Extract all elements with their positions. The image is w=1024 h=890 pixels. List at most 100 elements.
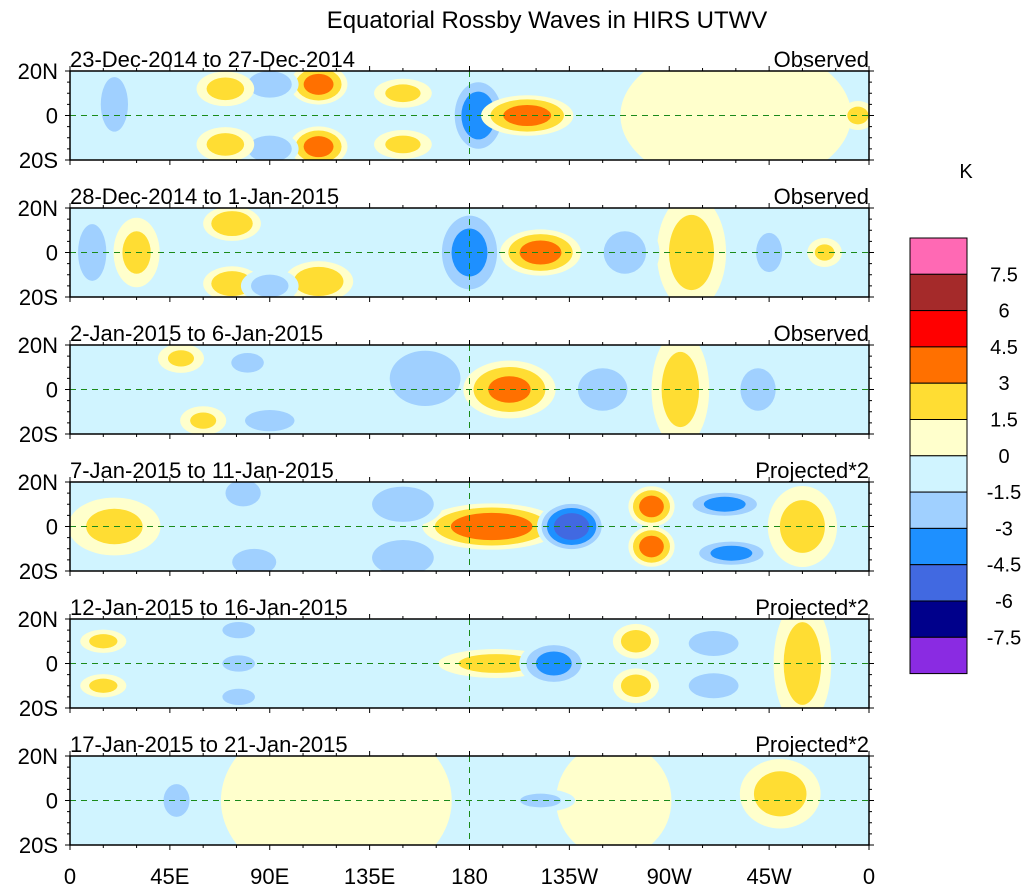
contour-region [222, 621, 255, 639]
colorbar-label: 1.5 [990, 410, 1018, 432]
colorbar-unit: K [959, 161, 973, 183]
colorbar-swatch [909, 564, 968, 602]
contour-region [222, 688, 255, 706]
panel-date-range: 17-Jan-2015 to 21-Jan-2015 [70, 732, 348, 757]
colorbar-swatch [909, 636, 968, 675]
y-tick-label: 0 [46, 652, 58, 677]
y-tick-label: 20N [18, 744, 58, 769]
panel: 20N 0 20S 12-Jan-2015 to 16-Jan-2015 Project… [18, 595, 874, 721]
contour-region [206, 133, 245, 156]
contour-region [553, 513, 590, 540]
contour-region [703, 496, 746, 512]
panel-type-label: Projected*2 [755, 732, 869, 757]
y-tick-label: 20N [18, 470, 58, 495]
contour-region [247, 135, 292, 160]
y-tick-label: 0 [46, 378, 58, 403]
colorbar-swatch [909, 273, 968, 312]
colorbar: K 7.5 6 4.5 3 1.5 0 -1.5 -3 -4.5 -6 -7.5 [909, 161, 1021, 675]
contour-region [231, 353, 264, 373]
contour-region [753, 771, 807, 817]
y-tick-label: 20N [18, 607, 58, 632]
colorbar-swatch [909, 419, 968, 457]
contour-region [385, 84, 421, 103]
contour-region [814, 244, 835, 261]
contour-region [519, 240, 562, 265]
colorbar-label: -6 [995, 591, 1013, 613]
panel: 20N 0 20S 23-Dec-2014 to 27-Dec-2014 Observe… [18, 47, 874, 173]
contour-region [488, 376, 531, 403]
contour-region [89, 634, 118, 649]
x-tick-label: 0 [863, 864, 875, 889]
colorbar-label: 0 [998, 446, 1009, 468]
y-tick-label: 20S [19, 422, 58, 447]
contour-region [783, 622, 822, 705]
colorbar-label: 6 [998, 301, 1009, 323]
colorbar-swatch [909, 382, 968, 421]
contour-region [225, 482, 261, 507]
colorbar-label: 3 [998, 373, 1009, 395]
contour-region [503, 105, 552, 126]
y-tick-label: 0 [46, 241, 58, 266]
contour-region [535, 651, 572, 676]
contour-region [293, 266, 344, 296]
contour-region [710, 545, 753, 561]
colorbar-label: -4.5 [987, 555, 1021, 577]
colorbar-swatch [909, 527, 968, 566]
panel-date-range: 23-Dec-2014 to 27-Dec-2014 [70, 47, 355, 72]
panel-date-range: 7-Jan-2015 to 11-Jan-2015 [70, 458, 334, 483]
contour-region [232, 548, 277, 571]
y-tick-label: 0 [46, 104, 58, 129]
panel-type-label: Projected*2 [755, 595, 869, 620]
panel-type-label: Observed [774, 321, 869, 346]
contour-region [250, 274, 289, 297]
panel-type-label: Projected*2 [755, 458, 869, 483]
colorbar-swatch [909, 346, 968, 384]
contour-region [458, 654, 534, 673]
x-axis: 0 45E 90E 135E 180 135W 90W 45W 0 [64, 864, 875, 889]
contour-region [756, 232, 783, 273]
panel-type-label: Observed [774, 47, 869, 72]
x-tick-label: 180 [451, 864, 488, 889]
contour-region [520, 793, 561, 808]
colorbar-label: -3 [995, 518, 1013, 540]
contour-region [247, 71, 292, 98]
y-tick-label: 20S [19, 148, 58, 173]
y-tick-label: 0 [46, 515, 58, 540]
contour-region [620, 674, 651, 698]
y-tick-label: 20S [19, 833, 58, 858]
panel: 20N 0 20S 17-Jan-2015 to 21-Jan-2015 Project… [18, 732, 874, 858]
contour-region [688, 673, 739, 699]
contour-region [639, 535, 664, 558]
contour-region [688, 631, 739, 656]
contour-region [303, 73, 334, 95]
contour-region [385, 135, 421, 154]
contour-region [779, 500, 825, 553]
contour-region [847, 106, 869, 125]
panels: 20N 0 20S 23-Dec-2014 to 27-Dec-2014 Observe… [18, 47, 874, 858]
chart-title: Equatorial Rossby Waves in HIRS UTWV [327, 7, 768, 34]
contour-region [100, 77, 129, 132]
y-tick-label: 20N [18, 59, 58, 84]
x-tick-label: 90E [250, 864, 289, 889]
colorbar-swatch [909, 491, 968, 529]
x-tick-label: 135W [541, 864, 599, 889]
colorbar-swatch [909, 600, 968, 638]
colorbar-label: -1.5 [987, 482, 1021, 504]
contour-region [163, 784, 190, 817]
x-tick-label: 135E [344, 864, 395, 889]
x-tick-label: 45E [150, 864, 189, 889]
colorbar-label: -7.5 [987, 627, 1021, 649]
x-tick-label: 90W [647, 864, 692, 889]
panel-type-label: Observed [774, 184, 869, 209]
y-tick-label: 20S [19, 285, 58, 310]
contour-region [206, 77, 245, 101]
contour-region [639, 495, 664, 518]
colorbar-swatch [909, 455, 968, 493]
contour-region [211, 211, 253, 237]
contour-region [167, 350, 194, 367]
x-tick-label: 45W [747, 864, 792, 889]
y-tick-label: 0 [46, 789, 58, 814]
y-tick-label: 20N [18, 333, 58, 358]
panel: 20N 0 20S 28-Dec-2014 to 1-Jan-2015 Observed [18, 184, 874, 310]
